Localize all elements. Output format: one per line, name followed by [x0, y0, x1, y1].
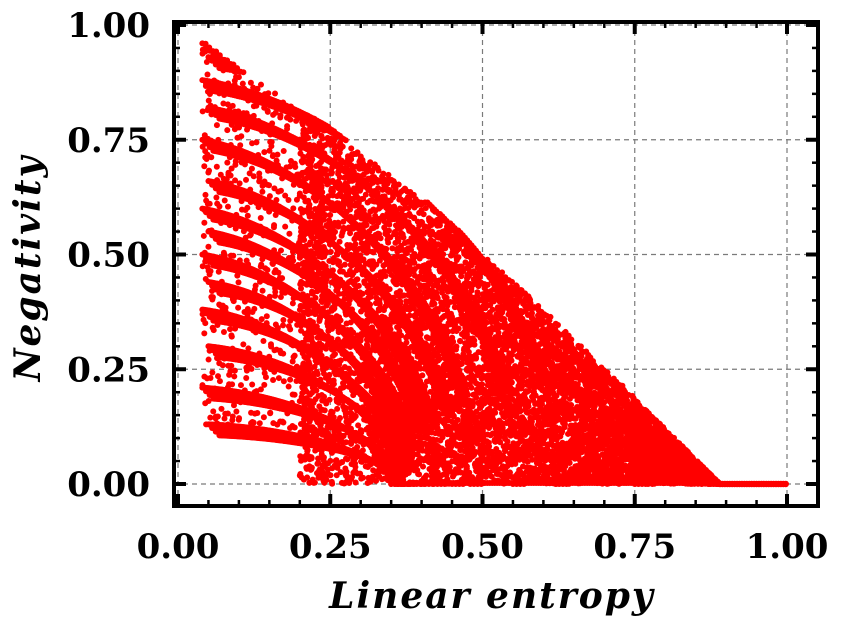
data-point	[488, 319, 495, 326]
data-point	[389, 245, 396, 252]
data-point	[337, 415, 344, 422]
data-point	[385, 239, 392, 246]
data-point	[416, 209, 423, 216]
data-point	[327, 212, 334, 219]
data-point	[309, 476, 316, 483]
data-point	[370, 467, 377, 474]
data-point	[337, 263, 344, 270]
data-point	[326, 396, 333, 403]
data-points	[199, 40, 789, 488]
data-point	[343, 439, 350, 446]
data-point	[576, 344, 583, 351]
data-point	[360, 171, 367, 178]
